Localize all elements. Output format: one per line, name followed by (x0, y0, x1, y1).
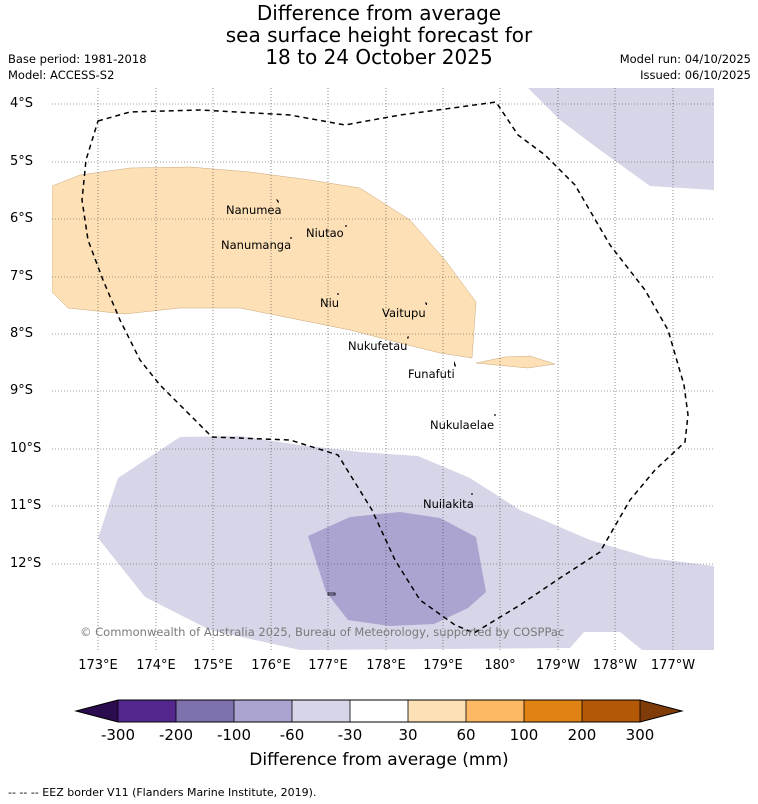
colorbar-bin-4 (292, 700, 350, 722)
colorbar-tick-neg30: -30 (337, 726, 363, 744)
island-shape-funafuti (454, 361, 456, 367)
island-label-nanumea: Nanumea (226, 203, 282, 217)
colorbar-tick-100: 100 (509, 726, 539, 744)
lon-label-176e: 176°E (251, 658, 291, 673)
anomaly-region-neg60-south (308, 512, 486, 626)
colorbar-bin-5 (350, 700, 408, 722)
island-label-nanumanga: Nanumanga (221, 238, 291, 252)
island-dot-nuilakita (471, 493, 473, 495)
lon-label-177w: 177°W (650, 658, 696, 673)
eez-legend-note: -- -- -- EEZ border V11 (Flanders Marine… (8, 786, 317, 799)
colorbar-bin-1 (118, 700, 176, 722)
lat-label-10s: 10°S (10, 441, 42, 456)
lat-label-4s: 4°S (10, 96, 34, 111)
colorbar-tick-30: 30 (398, 726, 418, 744)
colorbar-tick-neg200: -200 (158, 726, 194, 744)
lon-label-178w: 178°W (592, 658, 638, 673)
colorbar-extend-max (640, 700, 682, 722)
colorbar-tick-neg60: -60 (279, 726, 305, 744)
lat-label-9s: 9°S (10, 383, 34, 398)
lat-label-6s: 6°S (10, 211, 34, 226)
colorbar-bin-9 (582, 700, 640, 722)
lat-label-7s: 7°S (10, 269, 34, 284)
island-label-funafuti: Funafuti (408, 367, 455, 381)
island-shape-nukufetau (407, 336, 409, 339)
lon-label-179e: 179°E (423, 658, 463, 673)
island-markers (276, 199, 496, 596)
small-island-shape (327, 592, 336, 596)
colorbar-title: Difference from average (mm) (249, 750, 509, 770)
lat-label-8s: 8°S (10, 326, 34, 341)
island-dot-niutao (345, 225, 347, 227)
island-shape-vaitupu (425, 302, 427, 305)
lon-label-173e: 173°E (78, 658, 118, 673)
colorbar-bin-2 (176, 700, 234, 722)
base-period: Base period: 1981-2018 (8, 52, 147, 66)
title-line-3: 18 to 24 October 2025 (265, 45, 493, 69)
colorbar-tick-neg300: -300 (100, 726, 136, 744)
island-label-nukulaelae: Nukulaelae (430, 418, 494, 432)
lon-label-179w: 179°W (535, 658, 581, 673)
lon-label-178e: 178°E (366, 658, 406, 673)
colorbar-bin-7 (466, 700, 524, 722)
lon-label-174e: 174°E (136, 658, 176, 673)
island-label-nuilakita: Nuilakita (423, 497, 474, 511)
island-label-vaitupu: Vaitupu (382, 306, 426, 320)
island-label-nukufetau: Nukufetau (348, 339, 407, 353)
island-dot-niu (337, 293, 339, 295)
island-label-niu: Niu (320, 296, 339, 310)
island-dot-nanumanga (290, 237, 292, 239)
island-label-niutao: Niutao (306, 226, 344, 240)
colorbar-bin-3 (234, 700, 292, 722)
colorbar (74, 699, 684, 723)
model-run: Model run: 04/10/2025 (619, 52, 751, 66)
colorbar-tick-60: 60 (456, 726, 476, 744)
copyright-notice: © Commonwealth of Australia 2025, Bureau… (80, 625, 564, 639)
lon-label-175e: 175°E (193, 658, 233, 673)
anomaly-region-pos30-tuvalu (52, 166, 477, 359)
title-line-1: Difference from average (256, 1, 502, 25)
lat-label-5s: 5°S (10, 154, 34, 169)
anomaly-region-pos30-funafuti-east (475, 355, 556, 369)
lat-label-12s: 12°S (10, 556, 42, 571)
issued-date: Issued: 06/10/2025 (640, 68, 751, 82)
lon-label-180: 180° (484, 658, 516, 673)
island-shape-nanumea (276, 199, 279, 203)
colorbar-tick-300: 300 (625, 726, 655, 744)
eez-border (81, 101, 689, 634)
model-name: Model: ACCESS-S2 (8, 68, 115, 82)
colorbar-extend-min (76, 700, 118, 722)
anomaly-region-neg30-northeast (528, 88, 714, 190)
island-dot-nukulaelae (494, 414, 496, 416)
colorbar-tick-200: 200 (567, 726, 597, 744)
title-line-2: sea surface height forecast for (225, 23, 533, 47)
colorbar-bin-6 (408, 700, 466, 722)
colorbar-bin-8 (524, 700, 582, 722)
lon-label-177e: 177°E (308, 658, 348, 673)
lat-label-11s: 11°S (10, 498, 42, 513)
map-gridlines (52, 88, 714, 650)
colorbar-tick-neg100: -100 (216, 726, 252, 744)
